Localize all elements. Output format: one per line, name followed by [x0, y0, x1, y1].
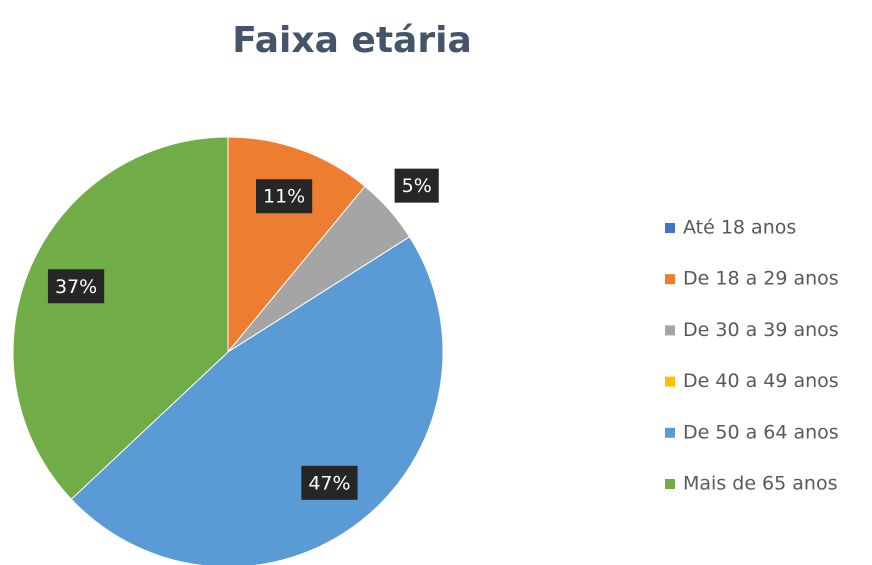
legend-label: Mais de 65 anos [683, 473, 837, 495]
data-label: 5% [394, 168, 439, 203]
legend-label: De 30 a 39 anos [683, 319, 839, 341]
data-label-text: 37% [55, 276, 97, 298]
data-label: 47% [301, 465, 358, 500]
data-label-text: 11% [263, 186, 305, 208]
data-label-box [255, 179, 313, 214]
data-label-text: 5% [402, 175, 432, 197]
legend-swatch [665, 274, 675, 285]
data-label-box [47, 269, 105, 304]
data-label: 11% [255, 179, 313, 214]
chart-title: Faixa etária [232, 20, 471, 61]
data-label-box [394, 168, 439, 203]
legend-swatch [665, 376, 675, 387]
legend-label: De 40 a 49 anos [683, 370, 839, 392]
data-label: 37% [47, 269, 105, 304]
data-label-text: 47% [308, 472, 350, 494]
data-label-box [301, 465, 358, 500]
pie-slice [12, 136, 229, 500]
legend-swatch [665, 427, 675, 438]
legend-label: De 50 a 64 anos [683, 421, 839, 443]
legend-swatch [665, 223, 675, 233]
legend-swatch [665, 325, 675, 336]
legend-label: De 18 a 29 anos [683, 268, 839, 290]
legend-swatch [665, 479, 675, 489]
legend-label: Até 18 anos [683, 217, 796, 239]
